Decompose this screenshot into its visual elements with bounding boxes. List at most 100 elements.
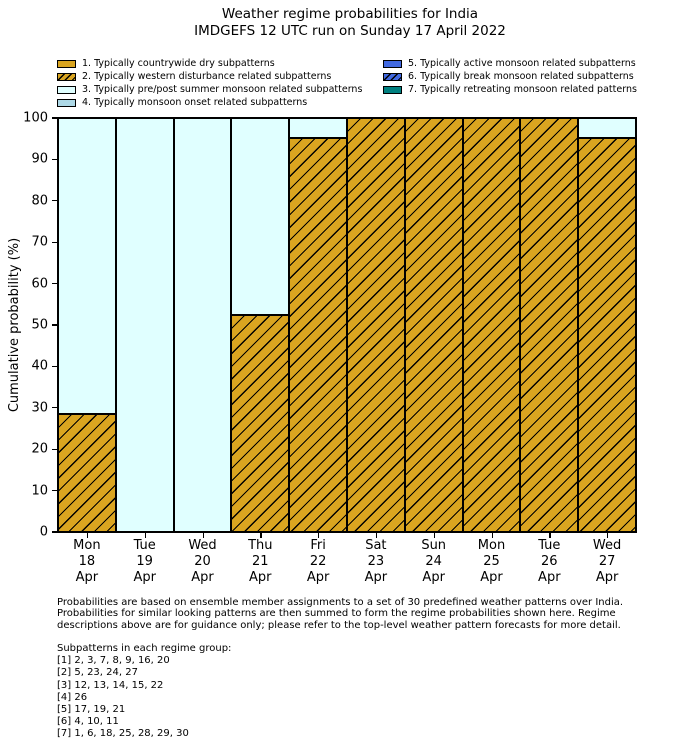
y-tick-label: 50 [31,317,48,333]
x-tick [607,533,609,538]
y-tick [52,117,57,119]
bar [289,118,347,532]
legend-swatch [383,59,402,68]
legend-swatch [383,85,402,94]
footnote: Probabilities are based on ensemble memb… [57,597,623,631]
y-tick-label: 60 [31,276,48,292]
legend-label: 4. Typically monsoon onset related subpa… [82,97,308,108]
y-tick [52,365,57,368]
bar [115,118,174,532]
y-tick [52,531,57,533]
y-tick [52,407,57,409]
legend-item: 2. Typically western disturbance related… [57,70,362,83]
subpattern-line: [1] 2, 3, 7, 8, 9, 16, 20 [57,655,170,667]
subpattern-line: [7] 1, 6, 18, 25, 28, 29, 30 [57,728,189,740]
x-tick-label: Tue 19 Apr [133,538,156,585]
y-tick [52,282,57,285]
y-tick-label: 10 [31,483,48,499]
y-tick-label: 70 [31,234,48,250]
bar [231,118,290,532]
x-tick-label: Sat 23 Apr [364,538,388,585]
x-tick-label: Mon 25 Apr [477,538,506,585]
x-tick [491,533,493,538]
y-tick-label: 0 [39,524,48,540]
x-tick [86,533,89,538]
bar [173,118,232,532]
y-tick [52,489,57,492]
legend-swatch [57,85,76,94]
bar-segment [462,118,521,532]
x-tick-label: Sun 24 Apr [421,538,447,585]
x-tick [549,533,551,538]
x-tick-label: Tue 26 Apr [538,538,561,585]
subpattern-line: [3] 12, 13, 14, 15, 22 [57,679,164,691]
x-tick [375,533,378,538]
bar-segment [347,118,405,532]
y-axis-tick-labels: 0 10 20 30 40 50 60 70 80 90 100 [0,112,48,539]
y-tick-label: 100 [23,110,48,126]
legend-item: 5. Typically active monsoon related subp… [383,57,637,70]
footnote-line: Probabilities for similar looking patter… [57,608,616,620]
plot-area [52,117,637,538]
bar-segment [578,137,636,532]
bar [578,118,636,532]
y-tick [52,448,57,450]
bar-segment [289,118,347,138]
bar-segment [520,118,579,532]
subpatterns-block: Subpatterns in each regime group: [1] 2,… [57,643,231,741]
bar-segment [404,118,463,532]
subpattern-line: [6] 4, 10, 11 [57,716,119,728]
x-axis-tick-labels: Mon 18 Apr Tue 19 Apr Wed 20 Apr Thu 21 Apr Fri 22 Apr… [58,538,636,590]
bar [404,118,463,532]
bar-segment [58,413,116,532]
legend-item: 7. Typically retreating monsoon related … [383,83,637,96]
legend-item: 1. Typically countrywide dry subpatterns [57,57,362,70]
bar [462,118,521,532]
x-tick-label: Fri 22 Apr [306,538,330,585]
y-tick-label: 40 [31,358,48,374]
bar-segment [578,118,636,138]
legend-label: 5. Typically active monsoon related subp… [408,58,636,69]
legend-label: 7. Typically retreating monsoon related … [408,84,637,95]
legend-swatch [57,59,76,68]
legend-label: 1. Typically countrywide dry subpatterns [82,58,275,69]
legend-swatch [57,98,76,107]
y-tick-label: 20 [31,441,48,457]
subpattern-line: [4] 26 [57,691,88,703]
x-tick [318,533,320,538]
bar-segment [289,137,347,532]
legend-label: 3. Typically pre/post summer monsoon rel… [82,84,363,95]
y-tick [52,324,57,326]
bar [347,118,405,532]
x-tick [202,533,204,538]
legend-column-2: 5. Typically active monsoon related subp… [383,57,637,96]
y-tick-label: 30 [31,400,48,416]
legend-swatch [57,72,76,81]
bar-segment [231,315,290,532]
x-tick [144,533,146,538]
footnote-line: descriptions above are for guidance only… [57,619,621,631]
x-tick-label: Mon 18 Apr [73,538,101,585]
y-tick [52,241,57,243]
x-tick-label: Wed 20 Apr [188,538,217,585]
legend: 1. Typically countrywide dry subpatterns… [57,57,647,111]
x-tick-label: Thu 21 Apr [248,538,273,585]
legend-item: 3. Typically pre/post summer monsoon rel… [57,83,362,96]
legend-label: 6. Typically break monsoon related subpa… [408,71,634,82]
y-tick [52,158,57,161]
bar-segment [231,118,290,316]
chart-subtitle: IMDGEFS 12 UTC run on Sunday 17 April 20… [194,23,506,39]
bar [520,118,579,532]
footnote-line: Probabilities are based on ensemble memb… [57,597,624,608]
x-tick-label: Wed 27 Apr [592,538,622,585]
subpattern-line: [2] 5, 23, 24, 27 [57,667,138,679]
y-tick-label: 80 [31,193,48,209]
x-tick [433,533,435,538]
bar-segment [58,118,116,414]
legend-item: 4. Typically monsoon onset related subpa… [57,96,362,109]
legend-label: 2. Typically western disturbance related… [82,71,332,82]
bar-segment [173,118,232,532]
legend-swatch [383,72,402,81]
chart-title: Weather regime probabilities for India [221,6,479,22]
